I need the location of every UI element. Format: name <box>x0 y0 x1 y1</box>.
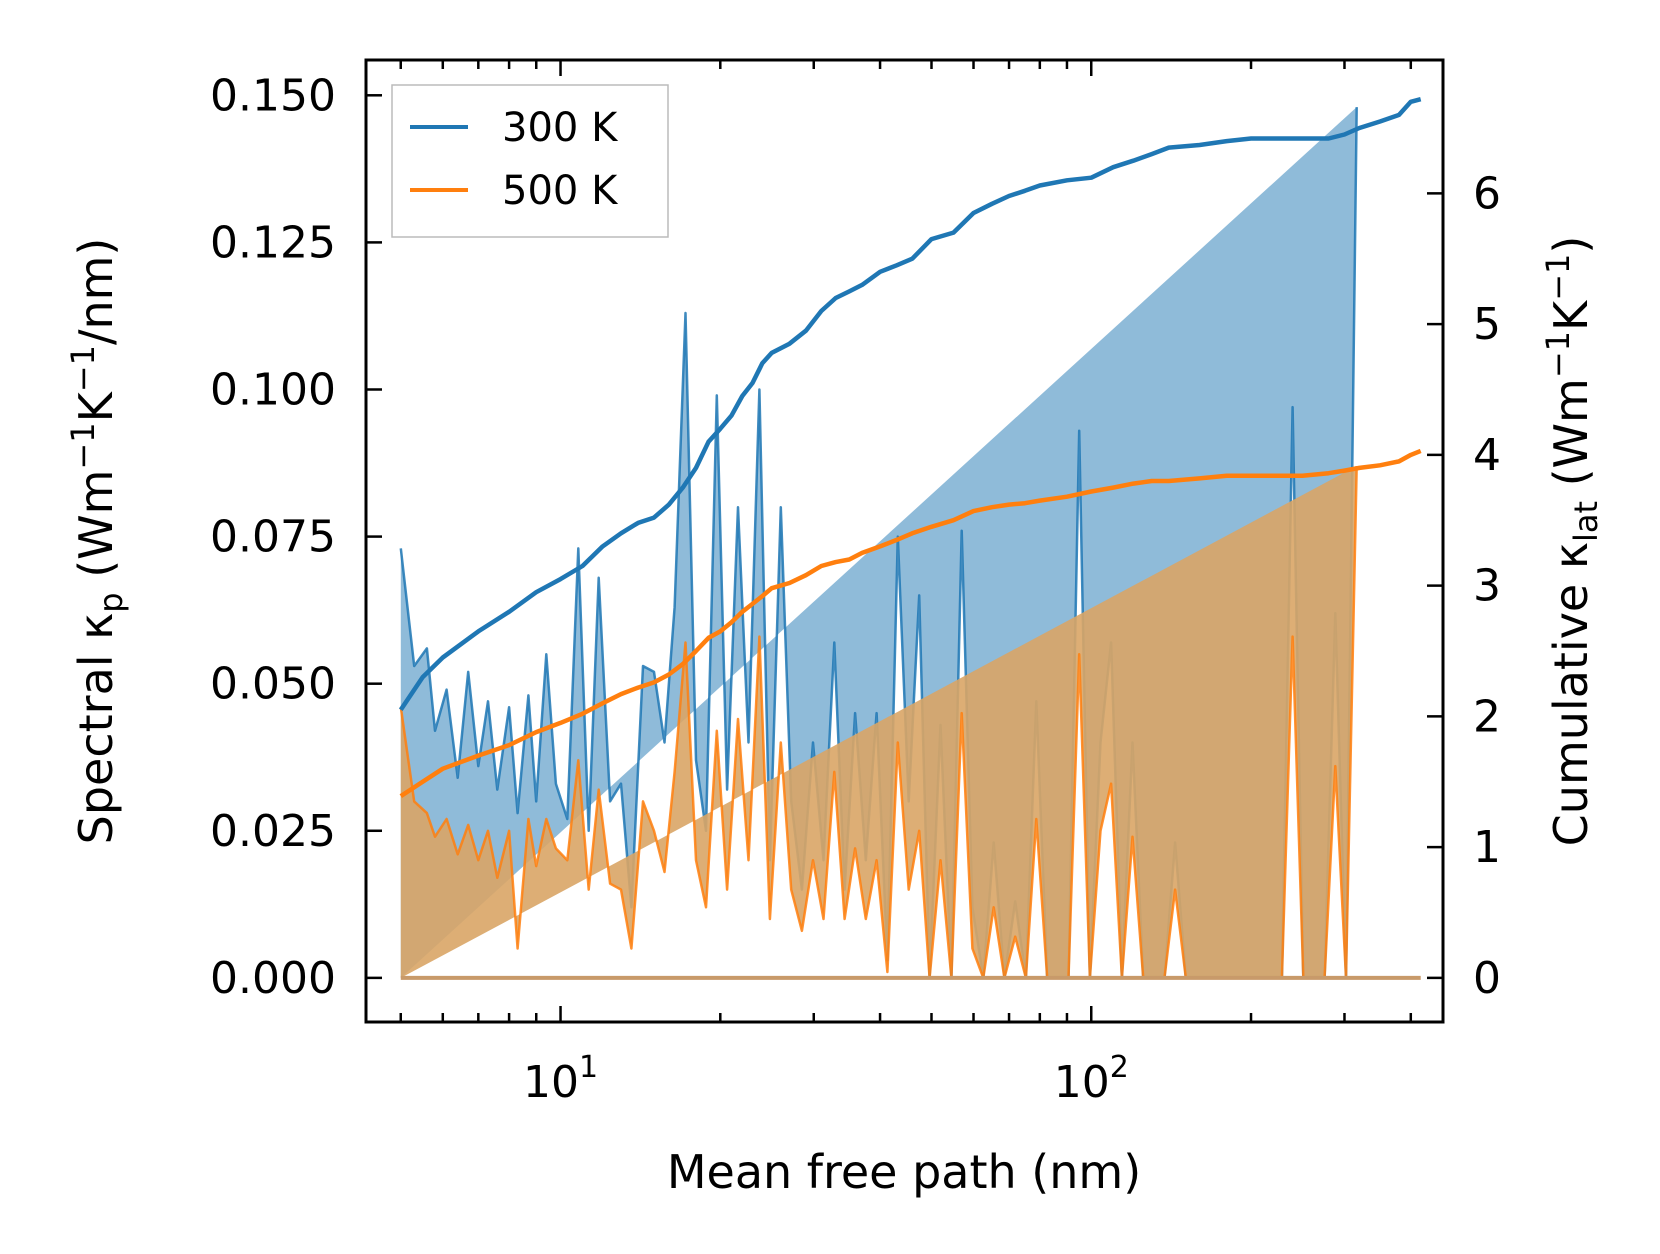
fill-areas <box>399 107 1421 980</box>
x-tick-label-10^2: 102 <box>1054 1050 1129 1108</box>
y-left-tick-label: 0.050 <box>210 659 336 710</box>
y-right-tick-label: 3 <box>1473 561 1501 612</box>
cumulative-line-500K <box>399 448 1422 798</box>
cumulative-line-300K <box>398 97 1422 712</box>
legend-label-300K: 300 K <box>502 105 619 151</box>
y-right-tick-label: 6 <box>1473 168 1501 219</box>
y-right-tick-label: 5 <box>1473 299 1501 350</box>
x-tick-label-10^1: 101 <box>523 1050 598 1108</box>
y-left-axis-title: Spectral κp (Wm−1K−1/nm) <box>64 238 130 845</box>
y-left-tick-label: 0.000 <box>210 953 336 1004</box>
y-right-tick-label: 4 <box>1473 430 1501 481</box>
series-lines <box>398 97 1422 798</box>
axis-ticks <box>366 60 1443 1022</box>
y-left-tick-label: 0.150 <box>210 70 336 121</box>
y-right-tick-label: 1 <box>1473 822 1501 873</box>
legend: 300 K 500 K <box>391 84 669 238</box>
plot-frame <box>364 58 1445 1024</box>
y-right-axis-title: Cumulative κlat (Wm−1K−1) <box>1539 236 1605 847</box>
y-left-tick-label: 0.075 <box>210 512 336 563</box>
legend-label-500K: 500 K <box>502 168 619 214</box>
y-right-tick-label: 2 <box>1473 691 1501 742</box>
y-right-tick-label: 0 <box>1473 953 1501 1004</box>
spectral-500K-area <box>400 466 1357 978</box>
x-axis-title: Mean free path (nm) <box>667 1145 1141 1199</box>
y-left-tick-label: 0.025 <box>210 806 336 857</box>
y-left-tick-label: 0.100 <box>210 365 336 416</box>
y-left-tick-label: 0.125 <box>210 217 336 268</box>
legend-box <box>391 84 669 238</box>
